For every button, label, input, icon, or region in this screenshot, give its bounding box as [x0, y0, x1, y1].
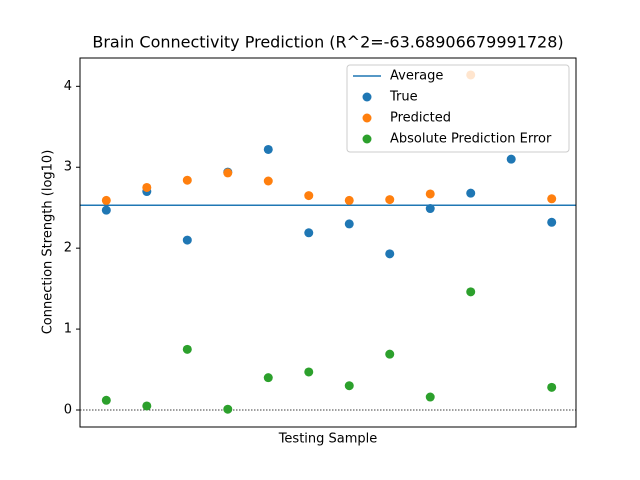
point — [344, 381, 354, 391]
point — [425, 392, 435, 402]
point — [466, 188, 476, 198]
point — [506, 154, 516, 164]
legend-label: Predicted — [390, 111, 451, 126]
point — [101, 395, 111, 405]
point — [344, 195, 354, 205]
point — [385, 249, 395, 259]
point — [344, 219, 354, 229]
legend-box — [346, 64, 570, 153]
point — [223, 404, 233, 414]
point — [547, 194, 557, 204]
point — [182, 235, 192, 245]
legend-label: True — [389, 90, 418, 105]
point — [304, 367, 314, 377]
legend-marker — [362, 113, 372, 123]
point — [182, 344, 192, 354]
point — [547, 217, 557, 227]
point — [466, 287, 476, 297]
point — [263, 144, 273, 154]
point — [223, 168, 233, 178]
point — [142, 182, 152, 192]
y-tick-label: 4 — [64, 79, 72, 94]
x-axis-label: Testing Sample — [278, 432, 378, 447]
plot-frame — [79, 57, 577, 428]
point — [385, 195, 395, 205]
point — [142, 401, 152, 411]
y-tick-label: 3 — [64, 160, 72, 175]
point — [101, 205, 111, 215]
point — [547, 382, 557, 392]
point — [101, 195, 111, 205]
legend-marker — [362, 92, 372, 102]
point — [304, 191, 314, 201]
legend-label: Absolute Prediction Error — [390, 132, 552, 147]
point — [182, 175, 192, 185]
legend-marker — [362, 134, 372, 144]
point — [385, 349, 395, 359]
point — [425, 189, 435, 199]
point — [304, 228, 314, 238]
y-tick-label: 1 — [64, 322, 72, 337]
point — [263, 373, 273, 383]
point — [263, 176, 273, 186]
y-tick-label: 0 — [64, 403, 72, 418]
y-axis-label: Connection Strength (log10) — [41, 150, 56, 335]
point — [425, 204, 435, 214]
chart-title: Brain Connectivity Prediction (R^2=-63.6… — [92, 33, 563, 52]
y-tick-label: 2 — [64, 241, 72, 256]
legend-label: Average — [390, 69, 443, 84]
